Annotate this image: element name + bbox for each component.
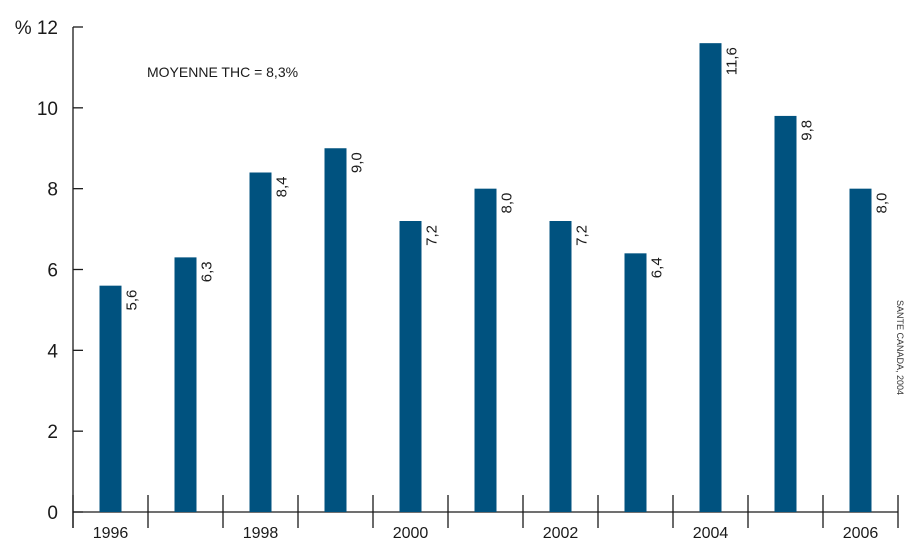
- bar-1997: [174, 257, 197, 512]
- bar-1996: [99, 285, 122, 512]
- value-label: 9,8: [799, 120, 816, 141]
- bar-2002: [549, 221, 572, 512]
- value-label: 5,6: [124, 290, 141, 311]
- value-label: 8,4: [274, 177, 291, 198]
- y-tick-label: 6: [47, 261, 58, 282]
- y-tick-label: % 12: [15, 18, 58, 39]
- value-label: 6,3: [199, 261, 216, 282]
- bar-2001: [474, 188, 497, 512]
- x-tick-label: 2006: [843, 525, 879, 542]
- y-tick-label: 0: [47, 503, 58, 524]
- bar-2005: [774, 115, 797, 513]
- bar-2000: [399, 221, 422, 512]
- source-credit: SANTÉ CANADA, 2004: [895, 300, 904, 395]
- value-label: 8,0: [874, 193, 891, 214]
- x-tick-label: 1996: [93, 525, 129, 542]
- x-tick-label: 1998: [243, 525, 279, 542]
- bar-1998: [249, 172, 272, 512]
- value-label: 11,6: [724, 47, 741, 75]
- bar-2004: [699, 43, 722, 513]
- value-label: 9,0: [349, 152, 366, 173]
- x-tick-label: 2004: [693, 525, 729, 542]
- y-tick-label: 10: [37, 99, 58, 120]
- value-label: 7,2: [424, 225, 441, 246]
- value-label: 7,2: [574, 225, 591, 246]
- y-tick-label: 8: [47, 180, 58, 201]
- value-labels: 5,6 6,3 8,4 9,0 7,2 8,0 7,2 6,4 11,6 9,8 8,0: [124, 47, 891, 310]
- value-label: 8,0: [499, 193, 516, 214]
- x-tick-label: 2000: [393, 525, 429, 542]
- bar-2003: [624, 253, 647, 513]
- value-label: 6,4: [649, 257, 666, 278]
- x-tick-label: 2002: [543, 525, 579, 542]
- y-tick-label: 4: [47, 341, 58, 362]
- average-annotation: MOYENNE THC = 8,3%: [147, 64, 298, 80]
- bar-1999: [324, 148, 347, 512]
- y-axis: 0 2 4 6 8 10 % 12: [15, 18, 83, 528]
- bars: [99, 43, 872, 513]
- bar-2006: [849, 188, 872, 512]
- y-tick-label: 2: [47, 422, 58, 443]
